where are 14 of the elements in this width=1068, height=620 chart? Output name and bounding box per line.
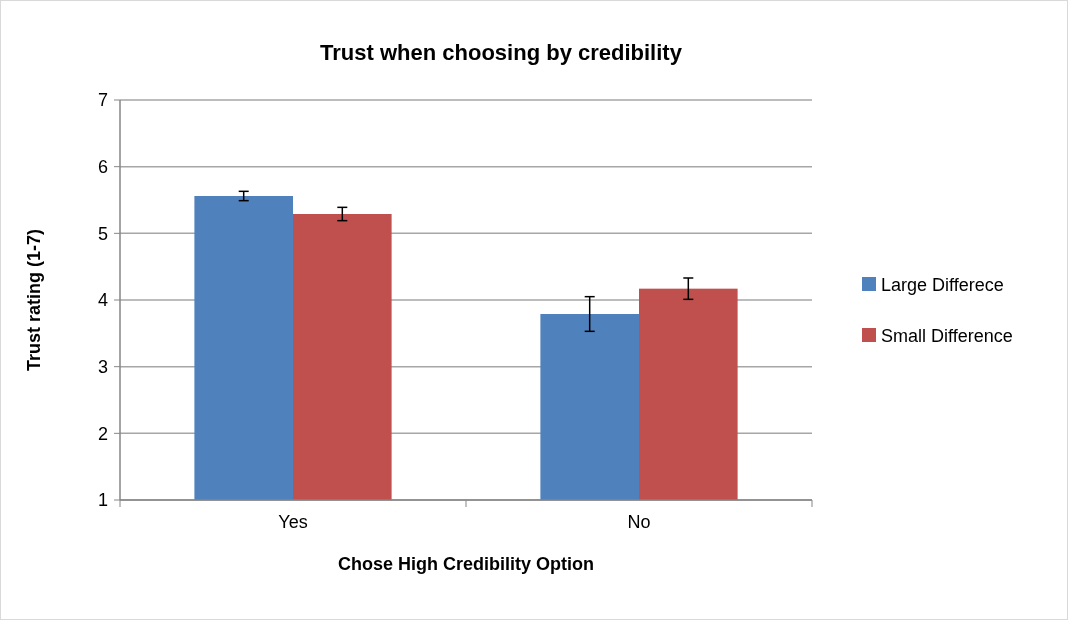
x-tick-label: No	[627, 512, 651, 532]
y-tick-label: 6	[97, 156, 108, 177]
legend-label: Small Difference	[881, 326, 1013, 347]
y-tick-label: 7	[97, 90, 108, 111]
y-tick-label: 5	[97, 223, 108, 244]
y-tick-label: 1	[97, 490, 108, 511]
y-tick-label: 2	[97, 423, 108, 444]
chart-title: Trust when choosing by credibility	[320, 40, 683, 65]
y-axis-title: Trust rating (1-7)	[24, 228, 44, 372]
y-tick-label: 3	[97, 356, 108, 377]
legend-label: Large Differece	[881, 275, 1004, 296]
x-tick-label: Yes	[278, 512, 308, 532]
y-tick-label: 4	[97, 290, 108, 311]
x-axis-title: Chose High Credibility Option	[338, 554, 594, 574]
